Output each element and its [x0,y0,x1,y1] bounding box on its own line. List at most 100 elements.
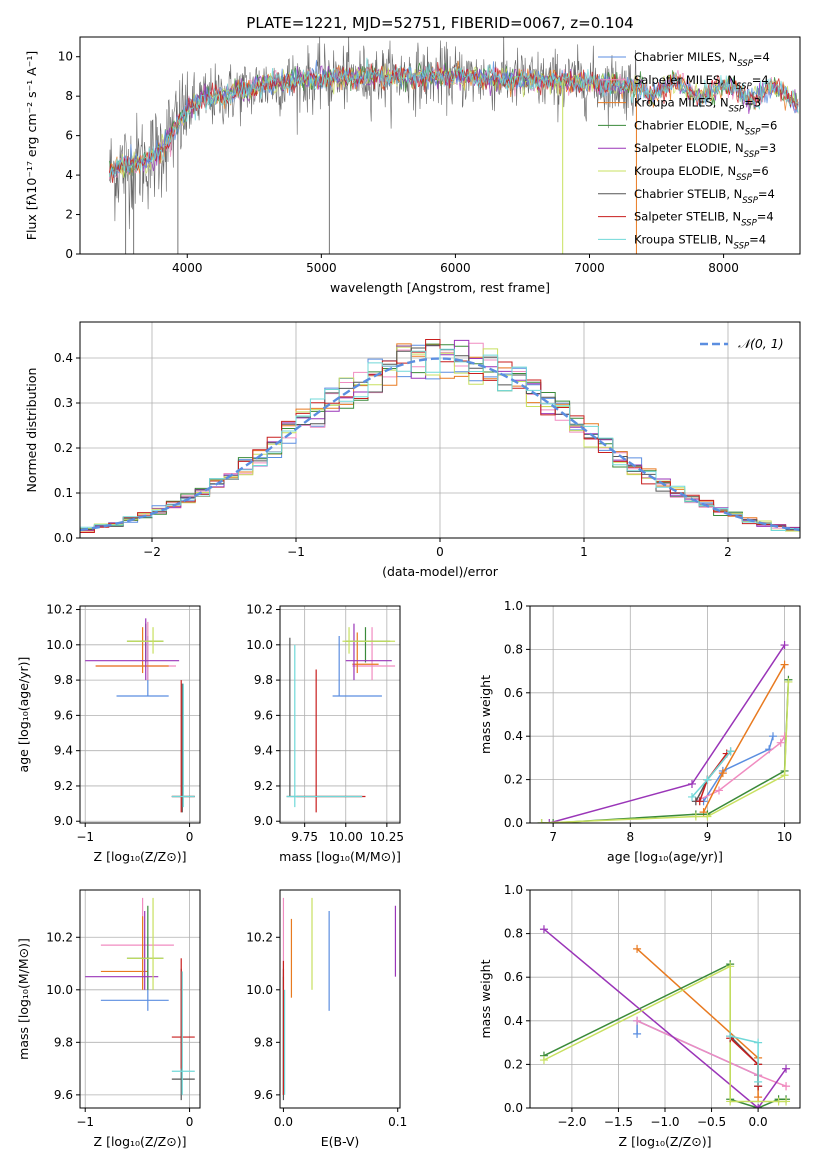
weight-line-salpeter-elodie [543,928,787,1108]
weight-marker [539,925,548,934]
weight-marker [726,962,735,971]
x-tick-label: 0 [436,545,444,559]
y-tick-label: 0.3 [54,396,73,410]
age_vs_Z-frame [79,605,201,824]
spectrum-xlabel: wavelength [Angstrom, rest frame] [330,280,550,295]
y-tick-label: 10.2 [246,603,273,617]
weight-marker [539,1056,548,1065]
x-tick-label: 8 [626,830,634,844]
mass_vs_Z-plot-area [85,897,195,1101]
weight-marker [545,819,554,823]
weight-marker [784,677,793,686]
y-tick-label: 4 [65,168,73,182]
y-tick-label: 0.0 [504,816,523,830]
weight-marker [688,779,696,788]
age_vs_Z-axes: −1 0 9.0 9.2 9.4 9.6 9.8 10.0 10.2 Z [log₁₀(Z/Z⊙)… [16,603,201,864]
histogram-kroupa-stelib [80,348,800,531]
mass_vs_Z-ylabel: mass [log₁₀(M/M⊙)] [16,938,31,1060]
y-tick-label: 0.8 [504,927,523,941]
x-tick-label: 9.75 [291,830,318,844]
weight-marker [774,1097,783,1106]
y-tick-label: 1.0 [504,883,523,897]
y-tick-label: 9.6 [254,708,273,722]
y-tick-label: 9.8 [254,673,273,687]
legend-entry: 𝒩(0, 1) [738,336,784,351]
mass_weight_vs_age-xlabel: age [log₁₀(age/yr)] [607,849,723,864]
weight-marker [780,771,789,780]
y-tick-label: 0.1 [54,486,73,500]
weight-marker [782,1097,791,1106]
x-tick-label: 7 [549,830,557,844]
y-tick-label: 10.0 [246,983,273,997]
weight-marker [703,775,712,784]
weight-marker [633,1016,642,1025]
normal-reference-curve [80,357,800,532]
weight-marker [695,797,704,806]
weight-marker [726,747,735,756]
weight-marker [776,738,785,747]
x-tick-label: −0.5 [697,1115,726,1129]
y-tick-label: 9.0 [254,814,273,828]
mass_vs_EBV-plot-area [282,897,397,1101]
y-tick-label: 0 [65,247,73,261]
y-tick-label: 0.0 [54,531,73,545]
weight-marker [754,1077,763,1086]
legend-entry: Chabrier MILES, NSSP=4 [634,50,770,69]
legend-entry: Salpeter MILES, NSSP=4 [634,73,769,92]
y-tick-label: 9.8 [254,1035,273,1049]
weight-marker [549,819,558,823]
weight-marker [782,1082,791,1091]
spectrum-line-kroupa-stelib [109,57,799,178]
age_vs_mass-xlabel: mass [log₁₀(M/M⊙)] [279,849,401,864]
age_vs_mass-frame [279,605,401,824]
residuals-axes: −2 −1 0 1 2 0.0 0.1 0.2 0.3 0.4 (data-model)/error… [24,321,801,579]
x-tick-label: 0.0 [749,1115,768,1129]
spectrum-line-salpeter-stelib [109,61,799,184]
y-tick-label: 0.8 [504,642,523,656]
mass_weight_vs_age-axes: 7 8 9 10 0.0 0.2 0.4 0.6 0.8 1.0 age [log₁₀(age/yr… [478,599,801,864]
legend-entry: Chabrier STELIB, NSSP=4 [634,187,775,206]
mass_weight_vs_Z-axes: −2.0 −1.5 −1.0 −0.5 0.0 0.0 0.2 0.4 0.6 0.8 1.0 Z [… [478,883,801,1149]
weight-marker [688,792,696,801]
spectrum-ylabel: Flux [fλ10⁻¹⁷ erg cm⁻² s⁻¹ A⁻¹] [24,51,39,240]
weight-marker [780,660,789,669]
weight-marker [769,732,777,741]
y-tick-label: 10.2 [46,603,73,617]
mass_weight_vs_age-frame [529,605,801,824]
y-tick-label: 10.0 [46,638,73,652]
weight-marker [633,944,642,953]
legend-entry: Kroupa ELODIE, NSSP=6 [634,164,769,183]
y-tick-label: 9.2 [54,779,73,793]
x-tick-label: −2.0 [557,1115,586,1129]
y-tick-label: 8 [65,89,73,103]
y-tick-label: 0.6 [504,970,523,984]
weight-marker [691,812,700,821]
weight-marker [780,641,789,650]
y-tick-label: 0.4 [504,1014,523,1028]
figure-title: PLATE=1221, MJD=52751, FIBERID=0067, z=0… [246,14,633,32]
x-tick-label: 9 [704,830,712,844]
y-tick-label: 0.4 [504,729,523,743]
x-tick-label: 4000 [172,261,203,275]
y-tick-label: 9.8 [54,1035,73,1049]
weight-marker [754,1038,763,1047]
x-tick-label: 7000 [574,261,605,275]
x-tick-label: −1.5 [604,1115,633,1129]
y-tick-label: 0.2 [54,441,73,455]
y-tick-label: 9.6 [54,1088,73,1102]
y-tick-label: 9.4 [254,744,273,758]
mass_vs_EBV-frame [279,889,401,1109]
x-tick-label: 5000 [306,261,337,275]
x-tick-label: −1.0 [650,1115,679,1129]
weight-marker [726,1097,735,1106]
spectrum-plot-area [109,37,799,254]
age_vs_Z-ylabel: age [log₁₀(age/yr)] [16,657,31,773]
x-tick-label: 0.0 [274,1115,293,1129]
weight-marker [703,812,712,821]
y-tick-label: 0.2 [504,773,523,787]
x-tick-label: 0 [186,830,194,844]
mass_weight_vs_Z-ylabel: mass weight [478,959,493,1038]
y-tick-label: 0.6 [504,686,523,700]
